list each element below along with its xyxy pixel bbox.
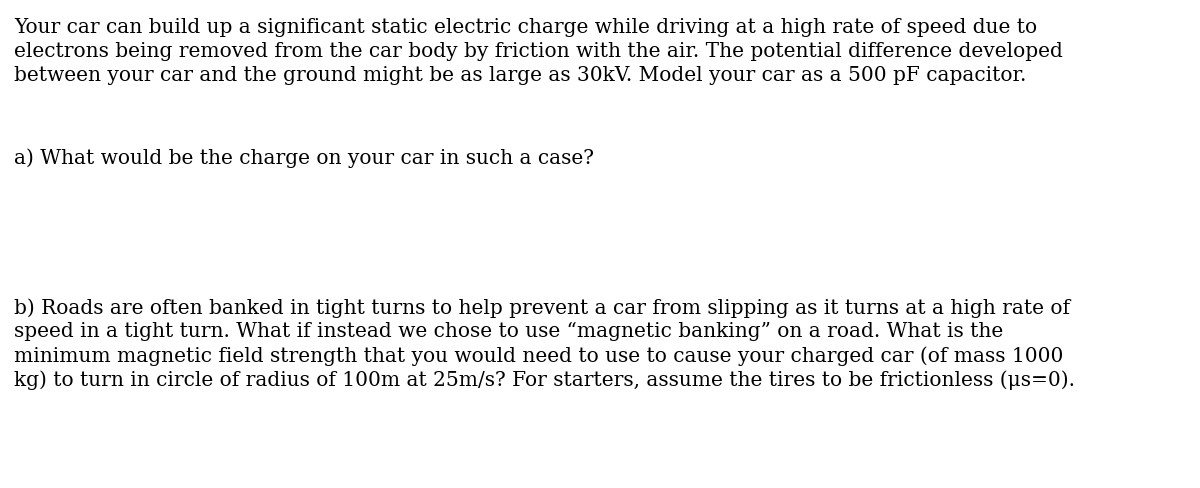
Text: minimum magnetic field strength that you would need to use to cause your charged: minimum magnetic field strength that you… — [14, 346, 1063, 366]
Text: speed in a tight turn. What if instead we chose to use “magnetic banking” on a r: speed in a tight turn. What if instead w… — [14, 322, 1003, 341]
Text: a) What would be the charge on your car in such a case?: a) What would be the charge on your car … — [14, 148, 594, 168]
Text: electrons being removed from the car body by friction with the air. The potentia: electrons being removed from the car bod… — [14, 42, 1063, 61]
Text: b) Roads are often banked in tight turns to help prevent a car from slipping as : b) Roads are often banked in tight turns… — [14, 298, 1070, 318]
Text: kg) to turn in circle of radius of 100m at 25m/s? For starters, assume the tires: kg) to turn in circle of radius of 100m … — [14, 370, 1075, 389]
Text: Your car can build up a significant static electric charge while driving at a hi: Your car can build up a significant stat… — [14, 18, 1037, 37]
Text: between your car and the ground might be as large as 30kV. Model your car as a 5: between your car and the ground might be… — [14, 66, 1026, 85]
